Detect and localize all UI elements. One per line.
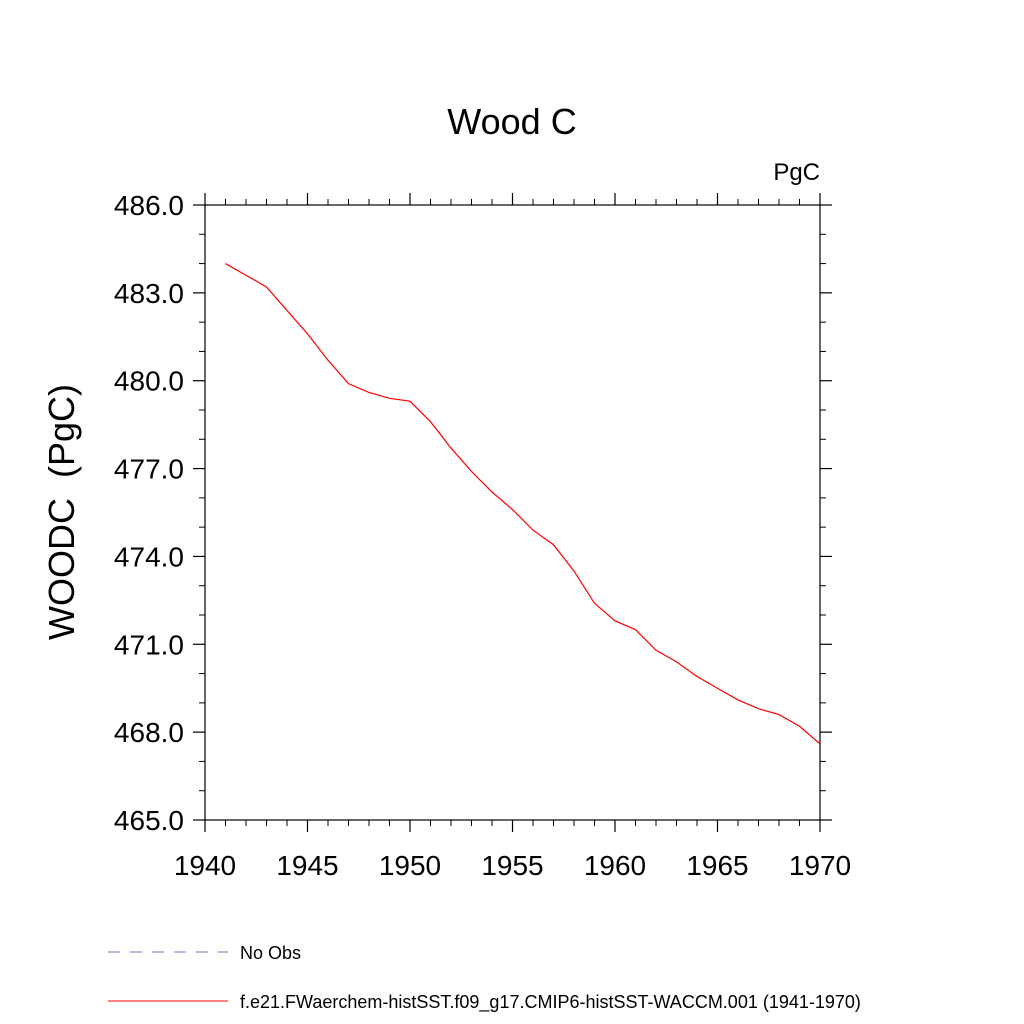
y-tick-label: 471.0: [114, 629, 184, 660]
x-tick-label: 1950: [379, 850, 441, 881]
series-layer: [225, 263, 821, 745]
x-tick-label: 1970: [789, 850, 851, 881]
x-tick-label: 1940: [174, 850, 236, 881]
y-tick-label: 486.0: [114, 190, 184, 221]
chart-title: Wood C: [447, 101, 576, 142]
legend: No Obs f.e21.FWaerchem-histSST.f09_g17.CM…: [108, 943, 861, 1013]
y-tick-label: 480.0: [114, 366, 184, 397]
x-tick-label: 1945: [276, 850, 338, 881]
y-tick-label: 477.0: [114, 454, 184, 485]
legend-label-0: No Obs: [240, 943, 301, 963]
y-tick-label: 465.0: [114, 805, 184, 836]
units-label: PgC: [773, 159, 820, 186]
x-tick-label: 1965: [686, 850, 748, 881]
series-line-0: [225, 263, 821, 745]
x-tick-label: 1955: [481, 850, 543, 881]
legend-label-1: f.e21.FWaerchem-histSST.f09_g17.CMIP6-hi…: [240, 992, 861, 1013]
y-tick-label: 483.0: [114, 278, 184, 309]
axes: 1940 1945 1950 1955 1960 1965 1970 465.0 468.0 47…: [114, 190, 851, 881]
y-tick-label: 468.0: [114, 717, 184, 748]
plot-frame: [204, 204, 821, 821]
y-tick-label: 474.0: [114, 541, 184, 572]
y-axis-label: WOODC (PgC): [41, 384, 82, 640]
x-tick-label: 1960: [584, 850, 646, 881]
